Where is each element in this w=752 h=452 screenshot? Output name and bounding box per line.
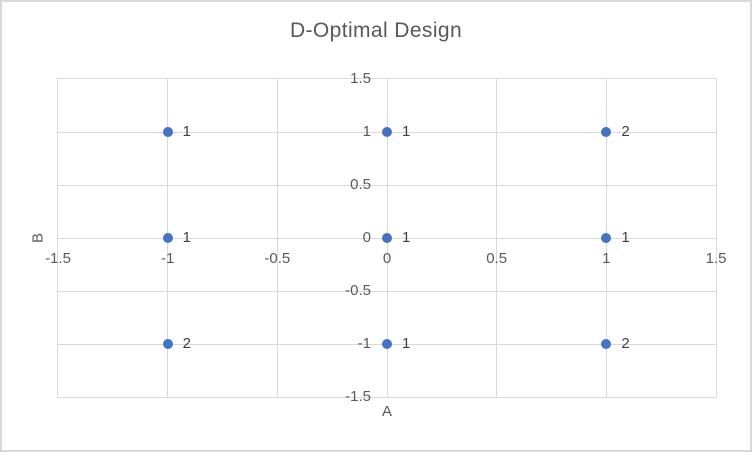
y-tick-label: -1.5 [345, 388, 371, 406]
x-tick-label: 1.5 [705, 250, 727, 267]
data-point [601, 339, 612, 349]
data-point-label: 1 [402, 228, 411, 246]
data-point [601, 233, 612, 243]
x-tick-label: 1 [602, 250, 611, 267]
x-tick-label: 0 [382, 250, 392, 267]
data-point [162, 339, 173, 349]
data-point [382, 233, 392, 243]
data-point-label: 1 [402, 122, 411, 140]
x-tick-label: 0.5 [486, 250, 508, 267]
data-point [162, 233, 173, 243]
data-point [382, 339, 392, 349]
x-tick-label: -1.5 [45, 250, 71, 267]
y-axis-title: B [29, 232, 47, 244]
y-tick-label: -0.5 [345, 282, 371, 300]
y-tick-label: -1 [357, 335, 371, 353]
data-point-label: 2 [621, 334, 630, 352]
data-point-label: 2 [182, 334, 191, 352]
data-point [162, 127, 173, 137]
data-point-label: 1 [182, 228, 191, 246]
y-tick-label: 1.5 [350, 70, 371, 88]
x-axis-title: A [381, 403, 392, 420]
data-point-label: 1 [621, 228, 630, 246]
data-point-label: 1 [402, 334, 411, 352]
y-tick-label: 0 [362, 229, 371, 247]
data-point-label: 2 [621, 122, 630, 140]
data-point [382, 127, 392, 137]
data-point-label: 1 [182, 122, 191, 140]
h-gridline [58, 290, 716, 292]
y-tick-label: 0.5 [350, 176, 371, 194]
x-tick-label: -1 [160, 250, 175, 267]
y-tick-label: 1 [362, 123, 371, 141]
plot-area: -1.5 -1 -0.5 0 0.5 1 1.5 1.5 1 0.5 0 -0.5 -1 -1.5 1 1 2 1… [45, 70, 726, 405]
data-point [601, 127, 612, 137]
x-tick-label: -0.5 [264, 250, 291, 267]
h-gridline [58, 184, 716, 186]
chart-title: D-Optimal Design [289, 19, 463, 42]
